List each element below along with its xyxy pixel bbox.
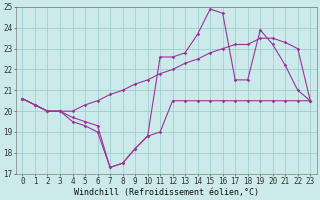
X-axis label: Windchill (Refroidissement éolien,°C): Windchill (Refroidissement éolien,°C) <box>74 188 259 197</box>
